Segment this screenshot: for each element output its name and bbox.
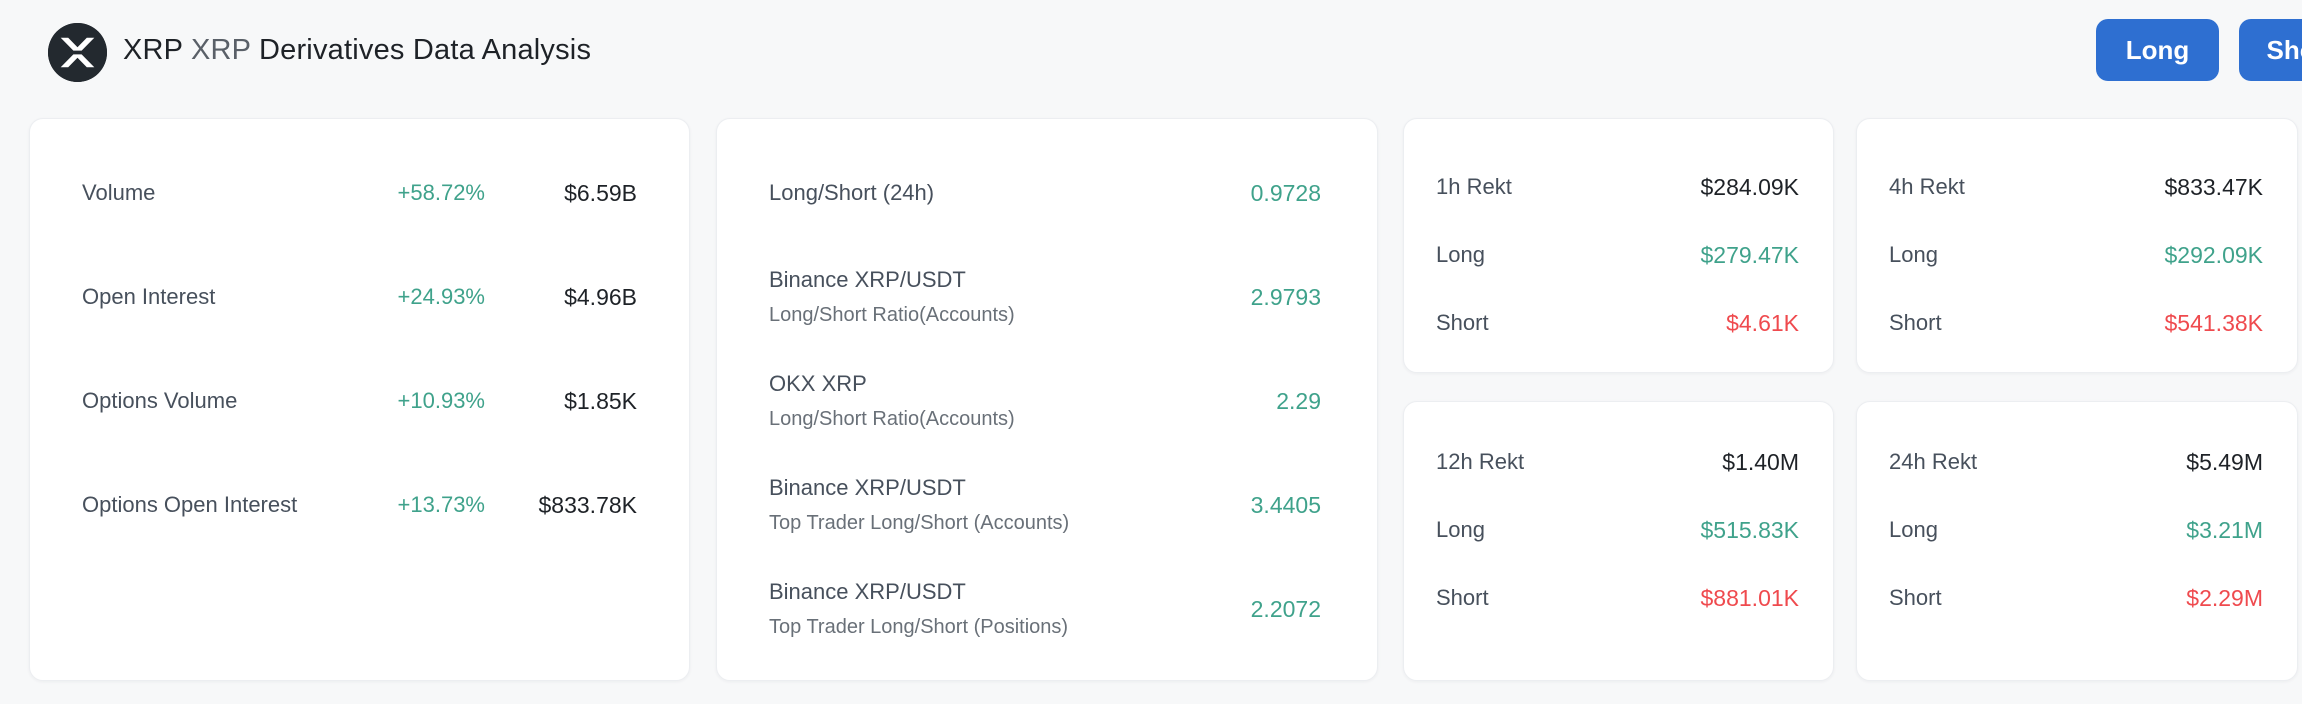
ratio-sublabel: Top Trader Long/Short (Accounts): [769, 512, 1070, 534]
rekt-card-24h: 24h Rekt $5.49M Long $3.21M Short $2.29M: [1856, 401, 2298, 681]
stat-row-open-interest: Open Interest +24.93% $4.96B: [82, 245, 637, 349]
header-buttons: Long Short: [2096, 19, 2302, 81]
ratio-row-long-short-24h: Long/Short (24h) 0.9728: [769, 141, 1321, 245]
stat-label: Options Volume: [82, 388, 238, 413]
rekt-short-row: Short $881.01K: [1436, 564, 1799, 632]
rekt-title: 4h Rekt: [1889, 174, 1965, 199]
rekt-short-label: Short: [1889, 310, 1942, 335]
ratio-row-binance-top-trader-positions: Binance XRP/USDT Top Trader Long/Short (…: [769, 557, 1321, 661]
ratio-labels: Binance XRP/USDT Top Trader Long/Short (…: [769, 473, 1251, 537]
ratio-value: 3.4405: [1250, 491, 1321, 518]
ratio-label: Binance XRP/USDT: [769, 267, 966, 292]
rekt-short-value: $541.38K: [2164, 309, 2263, 336]
long-button[interactable]: Long: [2096, 19, 2219, 81]
rekt-long-label: Long: [1889, 517, 1938, 542]
ratio-value: 2.29: [1276, 387, 1321, 414]
ratio-labels: Binance XRP/USDT Long/Short Ratio(Accoun…: [769, 265, 1251, 329]
rekt-long-value: $3.21M: [2186, 516, 2263, 543]
rekt-long-value: $279.47K: [1700, 241, 1799, 268]
rekt-long-row: Long $515.83K: [1436, 496, 1799, 564]
rekt-short-value: $2.29M: [2186, 584, 2263, 611]
rekt-title: 12h Rekt: [1436, 449, 1525, 474]
stat-change: +58.72%: [397, 180, 485, 205]
stat-label: Open Interest: [82, 284, 216, 309]
ratio-sublabel: Top Trader Long/Short (Positions): [769, 616, 1069, 638]
title-suffix: Derivatives Data Analysis: [258, 33, 592, 66]
ratio-label: OKX XRP: [769, 371, 867, 396]
rekt-short-label: Short: [1436, 585, 1489, 610]
rekt-short-row: Short $4.61K: [1436, 289, 1799, 357]
short-button[interactable]: Short: [2239, 19, 2302, 81]
ratio-row-binance-accounts: Binance XRP/USDT Long/Short Ratio(Accoun…: [769, 245, 1321, 349]
rekt-title: 24h Rekt: [1889, 449, 1978, 474]
rekt-long-label: Long: [1436, 517, 1485, 542]
market-stats-card: Volume +58.72% $6.59B Open Interest +24.…: [29, 118, 690, 681]
rekt-total-value: $1.40M: [1722, 448, 1799, 475]
stat-value: $833.78K: [538, 491, 637, 518]
stat-value: $4.96B: [564, 283, 637, 310]
rekt-long-label: Long: [1889, 242, 1938, 267]
xrp-logo-icon: [48, 22, 107, 82]
rekt-short-value: $4.61K: [1726, 309, 1799, 336]
stat-change: +13.73%: [397, 492, 485, 517]
ratio-label: Long/Short (24h): [769, 180, 935, 205]
ratio-labels: Binance XRP/USDT Top Trader Long/Short (…: [769, 577, 1251, 641]
rekt-long-row: Long $279.47K: [1436, 221, 1799, 289]
stat-row-volume: Volume +58.72% $6.59B: [82, 141, 637, 245]
rekt-card-12h: 12h Rekt $1.40M Long $515.83K Short $881…: [1403, 401, 1834, 681]
rekt-long-row: Long $292.09K: [1889, 221, 2263, 289]
rekt-total-value: $284.09K: [1700, 173, 1799, 200]
long-short-ratios-card: Long/Short (24h) 0.9728 Binance XRP/USDT…: [716, 118, 1378, 681]
stat-label: Volume: [82, 180, 156, 205]
rekt-long-value: $292.09K: [2164, 241, 2263, 268]
stat-value: $6.59B: [564, 179, 637, 206]
rekt-long-value: $515.83K: [1700, 516, 1799, 543]
ratio-row-binance-top-trader-accounts: Binance XRP/USDT Top Trader Long/Short (…: [769, 453, 1321, 557]
rekt-total-row: 1h Rekt $284.09K: [1436, 153, 1799, 221]
stat-change: +10.93%: [397, 388, 485, 413]
stat-change: +24.93%: [397, 284, 485, 309]
ratio-label: Binance XRP/USDT: [769, 579, 966, 604]
rekt-total-row: 12h Rekt $1.40M: [1436, 428, 1799, 496]
rekt-long-row: Long $3.21M: [1889, 496, 2263, 564]
rekt-card-4h: 4h Rekt $833.47K Long $292.09K Short $54…: [1856, 118, 2298, 373]
page-title: XRP XRP Derivatives Data Analysis: [123, 34, 591, 67]
ratio-value: 2.2072: [1250, 595, 1321, 622]
rekt-short-row: Short $2.29M: [1889, 564, 2263, 632]
ratio-sublabel: Long/Short Ratio(Accounts): [769, 304, 1015, 326]
rekt-total-value: $5.49M: [2186, 448, 2263, 475]
rekt-card-1h: 1h Rekt $284.09K Long $279.47K Short $4.…: [1403, 118, 1834, 373]
ratio-row-okx-accounts: OKX XRP Long/Short Ratio(Accounts) 2.29: [769, 349, 1321, 453]
ratio-label: Binance XRP/USDT: [769, 475, 966, 500]
ratio-value: 0.9728: [1250, 179, 1321, 206]
rekt-total-row: 24h Rekt $5.49M: [1889, 428, 2263, 496]
coin-ticker: XRP: [190, 33, 251, 66]
rekt-total-row: 4h Rekt $833.47K: [1889, 153, 2263, 221]
rekt-short-label: Short: [1436, 310, 1489, 335]
stat-value: $1.85K: [564, 387, 637, 414]
ratio-value: 2.9793: [1250, 283, 1321, 310]
rekt-short-label: Short: [1889, 585, 1942, 610]
coin-name: XRP: [123, 33, 183, 66]
ratio-labels: Long/Short (24h): [769, 178, 1251, 208]
ratio-labels: OKX XRP Long/Short Ratio(Accounts): [769, 369, 1276, 433]
page-header: XRP XRP Derivatives Data Analysis Long S…: [0, 0, 2302, 100]
stat-row-options-open-interest: Options Open Interest +13.73% $833.78K: [82, 453, 637, 557]
ratio-sublabel: Long/Short Ratio(Accounts): [769, 408, 1015, 430]
rekt-total-value: $833.47K: [2164, 173, 2263, 200]
rekt-long-label: Long: [1436, 242, 1485, 267]
stat-row-options-volume: Options Volume +10.93% $1.85K: [82, 349, 637, 453]
rekt-short-value: $881.01K: [1700, 584, 1799, 611]
stat-label: Options Open Interest: [82, 492, 298, 517]
rekt-short-row: Short $541.38K: [1889, 289, 2263, 357]
rekt-title: 1h Rekt: [1436, 174, 1512, 199]
